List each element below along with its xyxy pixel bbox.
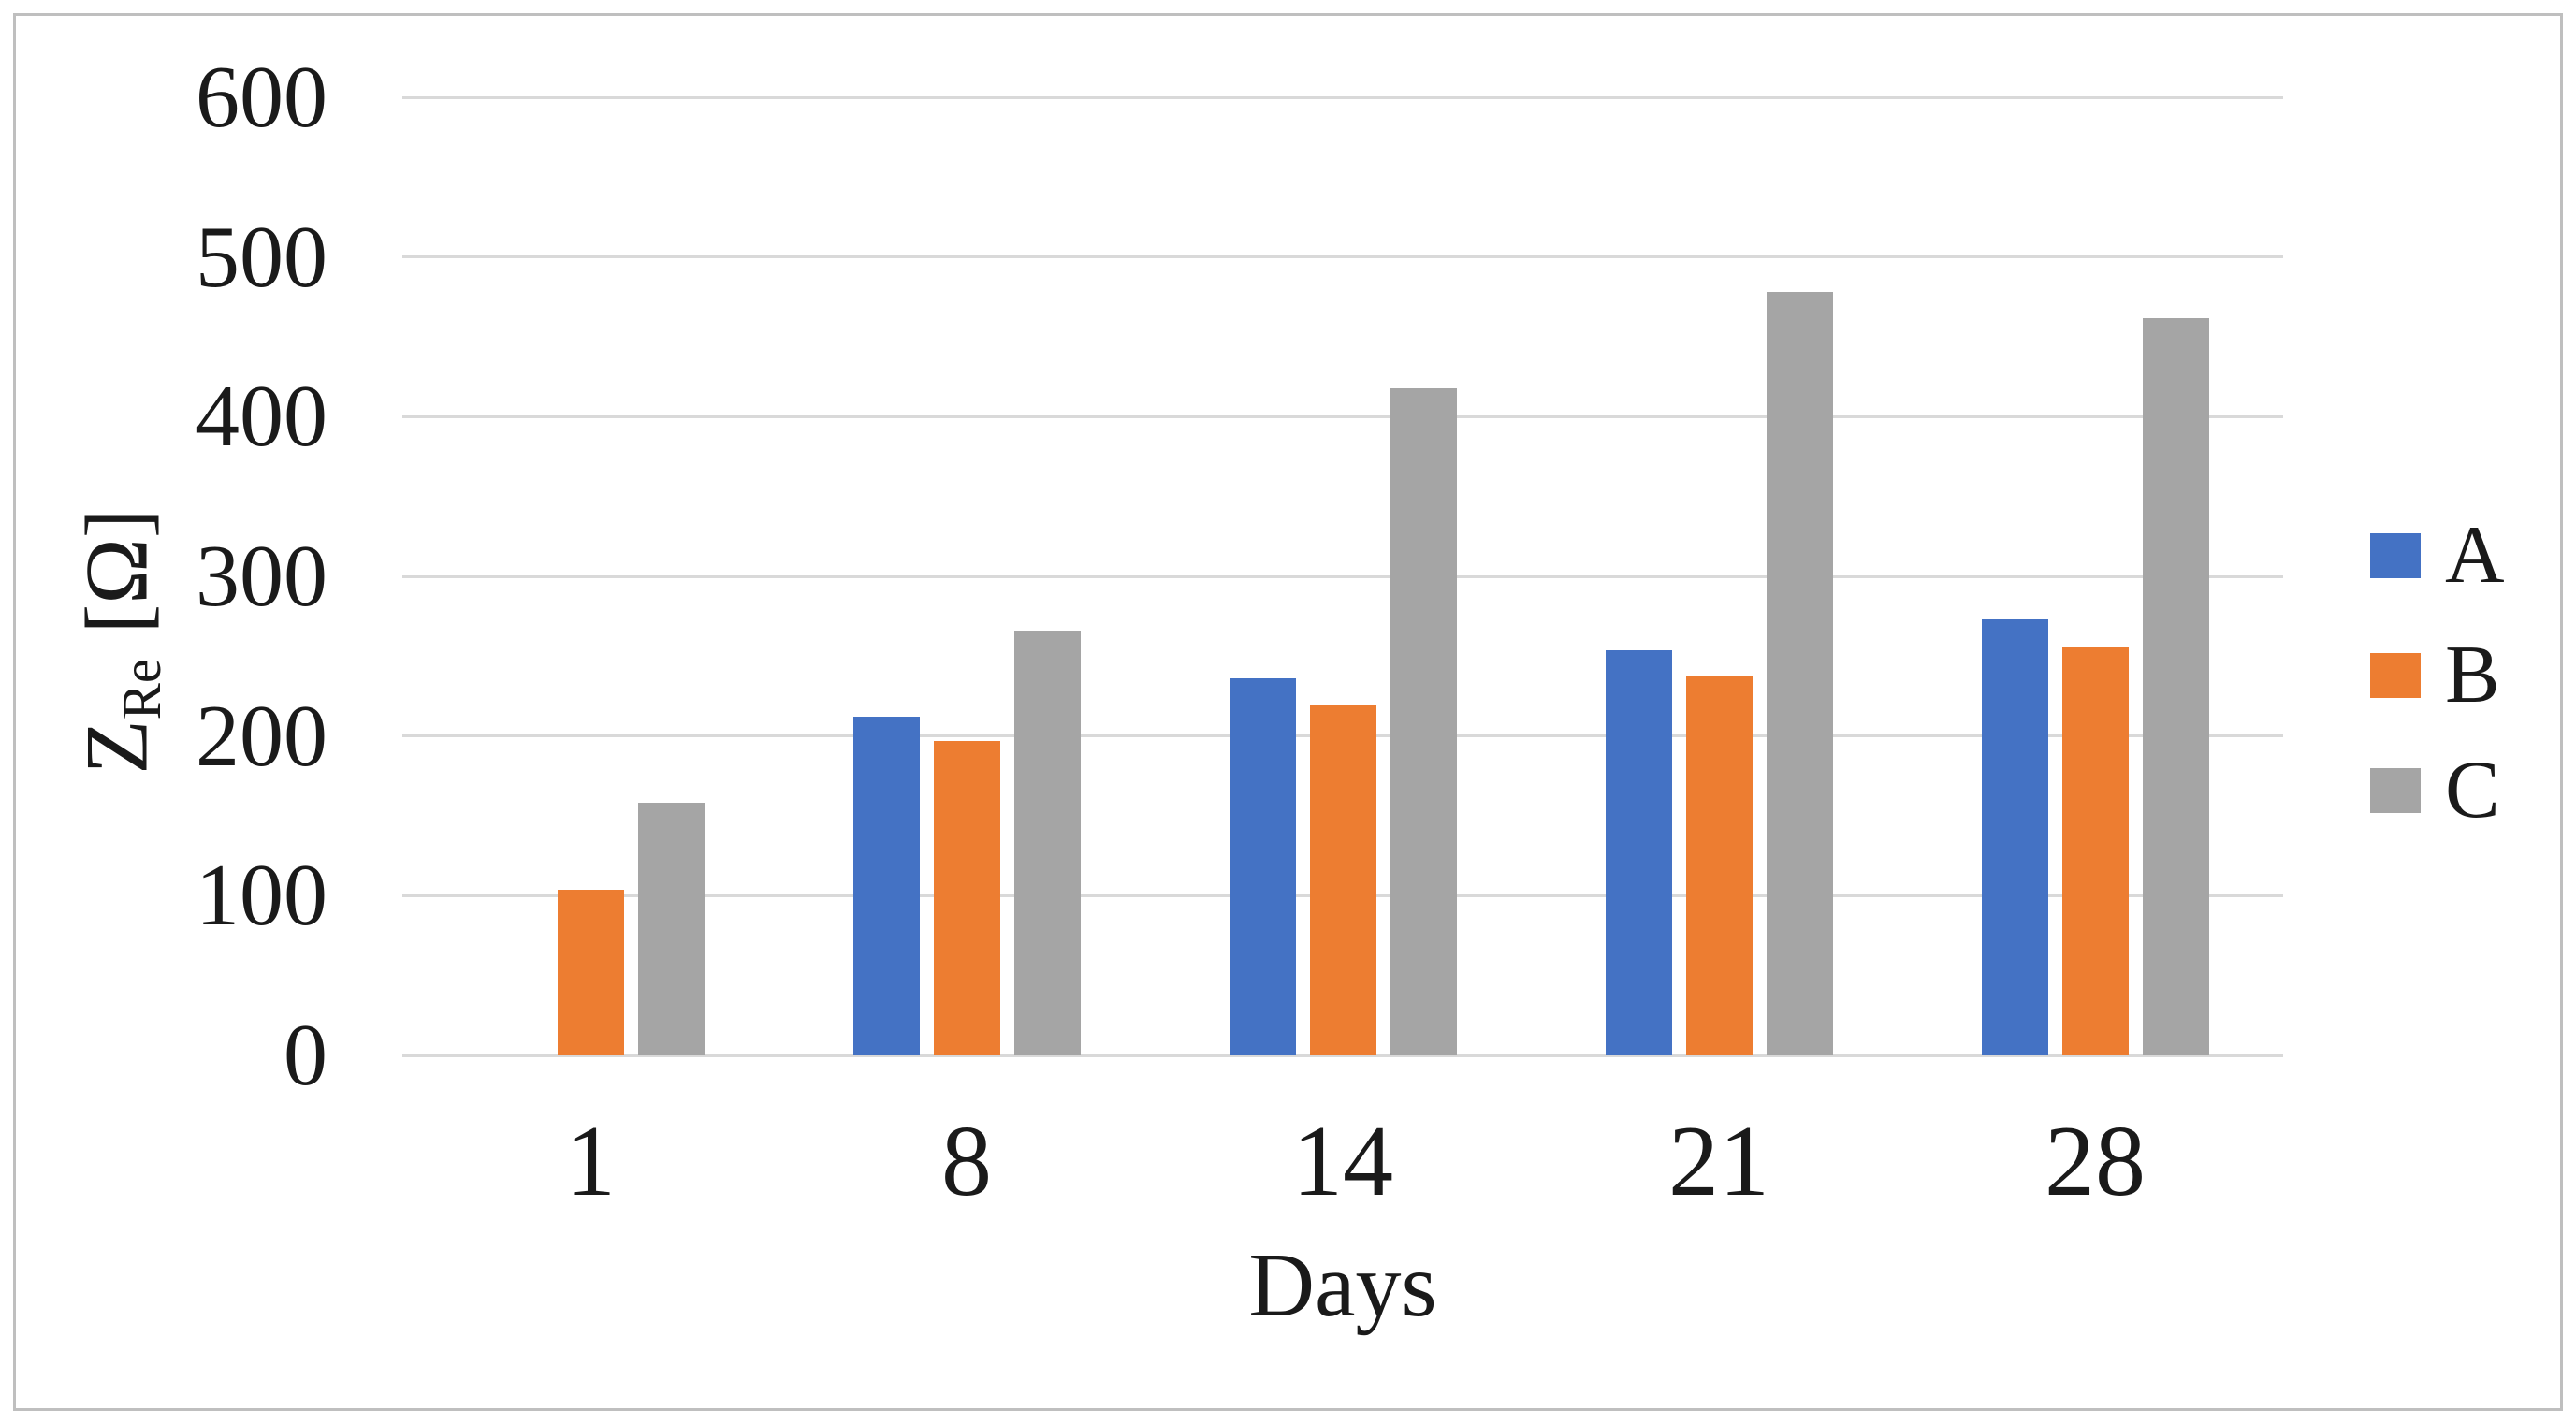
y-tick-label-100: 100	[196, 847, 327, 945]
y-tick-label-200: 200	[196, 687, 327, 785]
bar-series-C-day-21	[1766, 292, 1833, 1055]
legend-label-B: B	[2445, 630, 2500, 720]
x-tick-label-21: 21	[1668, 1106, 1769, 1217]
legend-label-C: C	[2445, 745, 2500, 836]
x-tick-label-1: 1	[565, 1106, 616, 1217]
bar-series-A-day-14	[1229, 678, 1296, 1055]
y-tick-label-0: 0	[284, 1007, 327, 1104]
legend-swatch-B	[2370, 653, 2421, 698]
legend-swatch-A	[2370, 533, 2421, 578]
y-axis-title-subscript: Re	[111, 659, 173, 720]
bar-series-A-day-21	[1605, 649, 1672, 1055]
bar-series-B-day-28	[2061, 647, 2129, 1055]
bar-series-C-day-28	[2142, 317, 2209, 1055]
x-tick-label-28: 28	[2045, 1106, 2146, 1217]
legend-label-A: A	[2445, 510, 2505, 601]
x-tick-label-8: 8	[941, 1106, 992, 1217]
y-axis-title-unit: [Ω]	[66, 508, 167, 634]
bar-series-C-day-8	[1013, 631, 1081, 1055]
y-axis-title-symbol: Z	[66, 719, 167, 775]
bar-series-B-day-14	[1309, 704, 1376, 1055]
y-axis-title: ZRe [Ω]	[54, 361, 181, 923]
x-tick-label-14: 14	[1292, 1106, 1393, 1217]
bar-series-B-day-1	[557, 889, 624, 1055]
legend-item-A: A	[2370, 509, 2505, 603]
bar-series-C-day-1	[637, 803, 705, 1055]
gridline-600	[402, 95, 2283, 99]
gridline-400	[402, 414, 2283, 418]
x-axis-title: Days	[1248, 1235, 1437, 1336]
gridline-0	[402, 1053, 2283, 1057]
y-tick-label-500: 500	[196, 208, 327, 306]
bar-series-B-day-8	[933, 740, 1000, 1055]
legend-item-B: B	[2370, 629, 2500, 722]
legend-item-C: C	[2370, 744, 2500, 837]
bar-series-C-day-14	[1390, 387, 1457, 1055]
bar-series-A-day-28	[1981, 619, 2048, 1055]
gridline-500	[402, 255, 2283, 259]
bar-series-A-day-8	[852, 717, 920, 1055]
legend-swatch-C	[2370, 768, 2421, 813]
bar-series-B-day-21	[1685, 675, 1753, 1055]
y-tick-label-400: 400	[196, 368, 327, 466]
y-tick-label-300: 300	[196, 528, 327, 625]
gridline-300	[402, 574, 2283, 578]
y-tick-label-600: 600	[196, 49, 327, 146]
